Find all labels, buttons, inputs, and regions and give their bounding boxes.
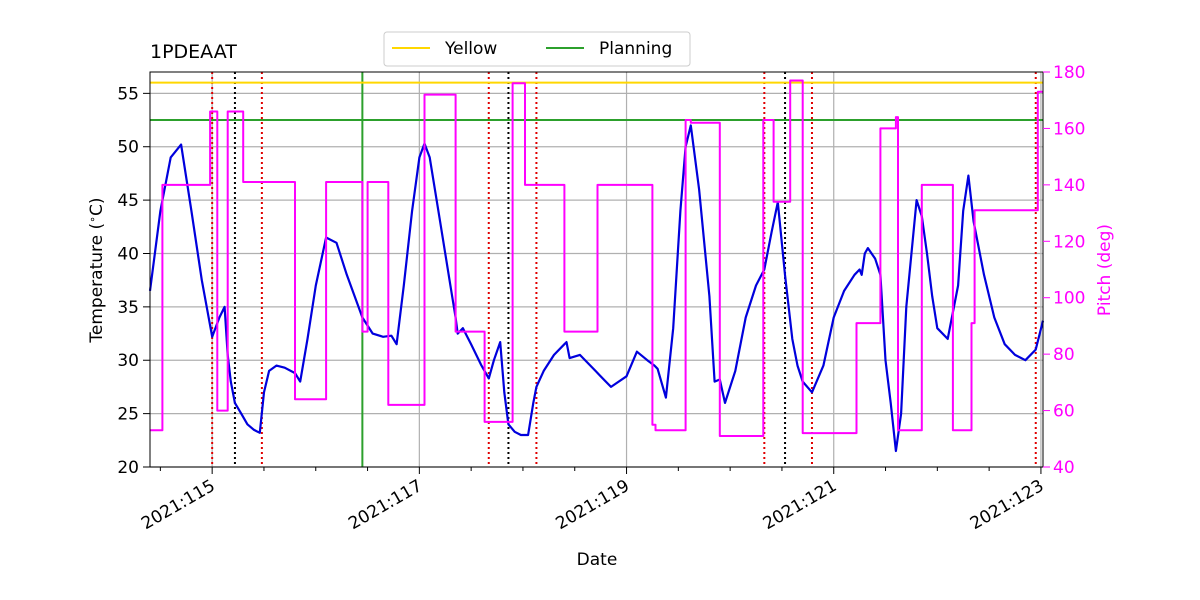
y-left-tick-label: 55 [117,84,139,104]
x-axis-label: Date [577,550,618,570]
legend-label-yellow: Yellow [444,39,497,59]
y-left-tick-label: 50 [117,138,139,158]
y-right-tick-label: 180 [1053,63,1085,83]
y-left-tick-label: 20 [117,458,139,478]
pitch-series-line [150,79,1043,437]
series-lines [148,79,1045,453]
y-left-tick-label: 35 [117,298,139,318]
temperature-series-line [148,124,1045,453]
y-right-tick-label: 80 [1053,345,1075,365]
y-right-tick-label: 120 [1053,232,1085,252]
legend-label-planning: Planning [599,39,672,59]
y-left-tick-label: 40 [117,244,139,264]
chart-title: 1PDEAAT [150,41,237,63]
legend-box [383,31,691,67]
reference-lines [150,72,1043,467]
plot-frame [149,71,1044,468]
y-left-tick-label: 25 [117,405,139,425]
y-left-tick-label: 45 [117,191,139,211]
y-right-tick-label: 160 [1053,119,1085,139]
y-left-tick-label: 30 [117,351,139,371]
y-right-tick-label: 60 [1053,402,1075,422]
y-right-tick-label: 40 [1053,458,1075,478]
y-axis-right-label: Pitch (deg) [1095,224,1115,316]
y-right-tick-label: 140 [1053,176,1085,196]
y-axis-left-label: Temperature (∘C) [86,197,108,343]
legend: Yellow Planning [383,31,691,67]
y-right-tick-label: 100 [1053,289,1085,309]
